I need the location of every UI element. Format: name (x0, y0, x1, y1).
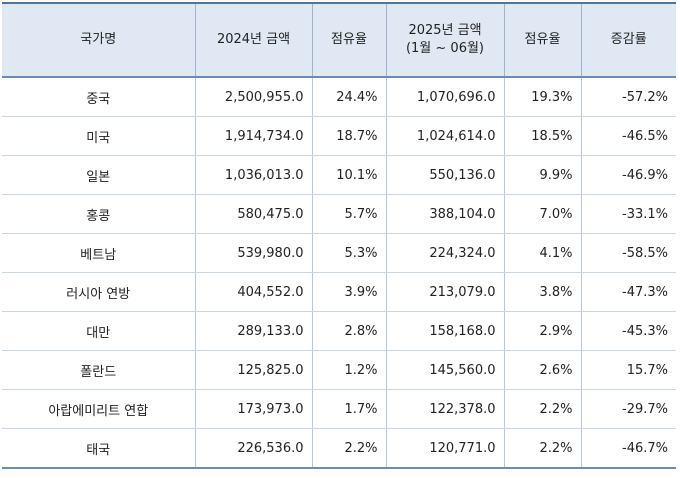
cell-amount-2024: 580,475.0 (194, 194, 312, 234)
cell-amount-2024: 289,133.0 (194, 311, 312, 351)
cell-share-2024: 10.1% (311, 155, 386, 195)
cell-country: 일본 (2, 155, 195, 195)
export-table-container: 국가명 2024년 금액 점유율 2025년 금액 (1월 ~ 06월) 점유율… (2, 2, 676, 469)
cell-amount-2024: 2,500,955.0 (194, 77, 312, 117)
table-row: 대만 289,133.0 2.8% 158,168.0 2.9% -45.3% (2, 311, 676, 351)
cell-amount-2025: 1,024,614.0 (385, 116, 504, 156)
country-amount-table: 국가명 2024년 금액 점유율 2025년 금액 (1월 ~ 06월) 점유율… (2, 2, 676, 469)
cell-share-2025: 3.8% (503, 272, 581, 312)
table-header: 국가명 2024년 금액 점유율 2025년 금액 (1월 ~ 06월) 점유율… (2, 2, 676, 78)
cell-change-rate: -45.3% (580, 311, 676, 351)
cell-change-rate: -46.9% (580, 155, 676, 195)
cell-change-rate: -47.3% (580, 272, 676, 312)
cell-share-2024: 2.8% (311, 311, 386, 351)
cell-country: 대만 (2, 311, 195, 351)
cell-country: 태국 (2, 428, 195, 469)
header-country: 국가명 (2, 2, 195, 78)
cell-share-2025: 2.2% (503, 428, 581, 469)
cell-share-2025: 2.6% (503, 350, 581, 390)
cell-share-2024: 5.7% (311, 194, 386, 234)
cell-amount-2024: 539,980.0 (194, 233, 312, 273)
cell-country: 중국 (2, 77, 195, 117)
cell-change-rate: -29.7% (580, 389, 676, 429)
header-row: 국가명 2024년 금액 점유율 2025년 금액 (1월 ~ 06월) 점유율… (2, 2, 676, 78)
table-row: 중국 2,500,955.0 24.4% 1,070,696.0 19.3% -57.2% (2, 77, 676, 117)
cell-amount-2024: 1,914,734.0 (194, 116, 312, 156)
cell-country: 러시아 연방 (2, 272, 195, 312)
cell-country: 아랍에미리트 연합 (2, 389, 195, 429)
cell-amount-2025: 120,771.0 (385, 428, 504, 469)
table-row: 베트남 539,980.0 5.3% 224,324.0 4.1% -58.5% (2, 233, 676, 273)
cell-share-2024: 2.2% (311, 428, 386, 469)
cell-change-rate: -57.2% (580, 77, 676, 117)
cell-change-rate: -46.7% (580, 428, 676, 469)
header-change-rate: 증감률 (580, 2, 676, 78)
cell-country: 홍콩 (2, 194, 195, 234)
cell-share-2024: 1.7% (311, 389, 386, 429)
cell-amount-2025: 122,378.0 (385, 389, 504, 429)
cell-share-2025: 19.3% (503, 77, 581, 117)
table-row: 태국 226,536.0 2.2% 120,771.0 2.2% -46.7% (2, 428, 676, 469)
header-amount-2025: 2025년 금액 (1월 ~ 06월) (385, 2, 504, 78)
header-share-2025: 점유율 (503, 2, 581, 78)
cell-share-2024: 24.4% (311, 77, 386, 117)
table-row: 러시아 연방 404,552.0 3.9% 213,079.0 3.8% -47.3% (2, 272, 676, 312)
cell-share-2025: 9.9% (503, 155, 581, 195)
cell-change-rate: -46.5% (580, 116, 676, 156)
cell-amount-2025: 224,324.0 (385, 233, 504, 273)
header-amount-2025-title: 2025년 금액 (408, 23, 482, 38)
cell-share-2025: 7.0% (503, 194, 581, 234)
cell-share-2024: 1.2% (311, 350, 386, 390)
cell-amount-2025: 550,136.0 (385, 155, 504, 195)
cell-amount-2024: 404,552.0 (194, 272, 312, 312)
cell-share-2024: 3.9% (311, 272, 386, 312)
cell-amount-2025: 158,168.0 (385, 311, 504, 351)
cell-country: 베트남 (2, 233, 195, 273)
cell-country: 폴란드 (2, 350, 195, 390)
table-row: 홍콩 580,475.0 5.7% 388,104.0 7.0% -33.1% (2, 194, 676, 234)
table-row: 일본 1,036,013.0 10.1% 550,136.0 9.9% -46.9% (2, 155, 676, 195)
cell-amount-2025: 213,079.0 (385, 272, 504, 312)
header-share-2024: 점유율 (311, 2, 386, 78)
cell-change-rate: -33.1% (580, 194, 676, 234)
cell-amount-2024: 173,973.0 (194, 389, 312, 429)
cell-amount-2025: 1,070,696.0 (385, 77, 504, 117)
cell-amount-2025: 145,560.0 (385, 350, 504, 390)
cell-share-2025: 2.2% (503, 389, 581, 429)
cell-change-rate: -58.5% (580, 233, 676, 273)
table-row: 폴란드 125,825.0 1.2% 145,560.0 2.6% 15.7% (2, 350, 676, 390)
cell-share-2024: 5.3% (311, 233, 386, 273)
cell-amount-2024: 1,036,013.0 (194, 155, 312, 195)
cell-change-rate: 15.7% (580, 350, 676, 390)
header-amount-2024: 2024년 금액 (194, 2, 312, 78)
cell-share-2025: 2.9% (503, 311, 581, 351)
cell-amount-2024: 226,536.0 (194, 428, 312, 469)
cell-amount-2024: 125,825.0 (194, 350, 312, 390)
table-row: 아랍에미리트 연합 173,973.0 1.7% 122,378.0 2.2% -29.7… (2, 389, 676, 429)
table-body: 중국 2,500,955.0 24.4% 1,070,696.0 19.3% -57.2%… (2, 77, 676, 469)
table-row: 미국 1,914,734.0 18.7% 1,024,614.0 18.5% -46.5% (2, 116, 676, 156)
cell-share-2024: 18.7% (311, 116, 386, 156)
cell-share-2025: 18.5% (503, 116, 581, 156)
cell-country: 미국 (2, 116, 195, 156)
header-amount-2025-period: (1월 ~ 06월) (405, 41, 485, 56)
cell-amount-2025: 388,104.0 (385, 194, 504, 234)
cell-share-2025: 4.1% (503, 233, 581, 273)
